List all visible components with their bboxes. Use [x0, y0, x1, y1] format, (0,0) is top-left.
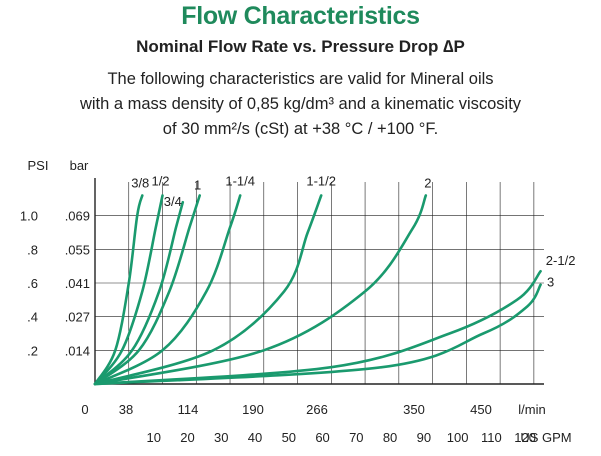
y-tick-label-bar: .014 — [65, 343, 90, 358]
description-line-3: of 30 mm²/s (cSt) at +38 °C / +100 °F. — [162, 120, 439, 138]
x-tick-label-gpm: 10 — [147, 430, 161, 445]
x-tick-label-lmin: 266 — [306, 402, 328, 417]
y-tick-label-psi: .8 — [27, 242, 38, 257]
series-label: 2-1/2 — [546, 253, 576, 268]
x-tick-label-gpm: 20 — [180, 430, 194, 445]
x-unit-lmin: l/min — [518, 402, 545, 417]
y-tick-label-psi: .4 — [27, 310, 38, 325]
x-tick-label-lmin: 38 — [119, 402, 133, 417]
description-line-2: with a mass density of 0,85 kg/dm³ and a… — [79, 95, 522, 113]
series-line — [93, 194, 201, 386]
description-line-1: The following characteristics are valid … — [107, 70, 494, 88]
x-tick-label-gpm: 90 — [417, 430, 431, 445]
x-tick-label-gpm: 40 — [248, 430, 262, 445]
x-tick-label-gpm: 100 — [447, 430, 469, 445]
x-tick-label-gpm: 70 — [349, 430, 363, 445]
series-line — [93, 194, 428, 386]
series-label: 1-1/4 — [225, 173, 255, 188]
x-tick-label-lmin: 114 — [178, 402, 199, 417]
y-unit-bar: bar — [70, 158, 89, 173]
x-tick-label-gpm: 110 — [481, 430, 502, 445]
y-tick-label-psi: .6 — [27, 276, 38, 291]
x-tick-label-gpm: 80 — [383, 430, 397, 445]
x-tick-label-gpm: 30 — [214, 430, 228, 445]
x-tick-label-gpm: 60 — [315, 430, 329, 445]
x-tick-label-lmin: 450 — [470, 402, 492, 417]
series-line — [93, 194, 242, 386]
chart-subtitle: Nominal Flow Rate vs. Pressure Drop ∆P — [136, 37, 465, 56]
y-tick-label-bar: .055 — [65, 242, 90, 257]
series-line — [93, 194, 164, 386]
series-label: 3/4 — [164, 194, 182, 209]
x-tick-label-lmin: 190 — [242, 402, 264, 417]
series-line — [93, 194, 323, 386]
x-tick-label-lmin: 0 — [81, 402, 88, 417]
series-label: 2 — [424, 175, 431, 190]
series-label: 1 — [194, 177, 201, 192]
series-label: 3/8 — [131, 175, 149, 190]
y-unit-psi: PSI — [28, 158, 49, 173]
series-line — [93, 200, 185, 386]
y-tick-label-psi: 1.0 — [20, 209, 38, 224]
y-tick-label-bar: .041 — [65, 276, 90, 291]
series-line — [93, 283, 542, 386]
y-tick-label-psi: .2 — [27, 343, 38, 358]
x-tick-label-gpm: 120 — [514, 430, 536, 445]
x-unit-gpm: US GPM — [520, 430, 571, 445]
y-tick-label-bar: .027 — [65, 310, 90, 325]
series-label: 3 — [547, 275, 554, 290]
series-label: 1/2 — [151, 173, 169, 188]
chart-title: Flow Characteristics — [181, 2, 420, 30]
x-tick-label-lmin: 350 — [403, 402, 425, 417]
series-line — [93, 194, 144, 386]
series-label: 1-1/2 — [306, 173, 336, 188]
x-tick-label-gpm: 50 — [282, 430, 296, 445]
y-tick-label-bar: .069 — [65, 209, 90, 224]
